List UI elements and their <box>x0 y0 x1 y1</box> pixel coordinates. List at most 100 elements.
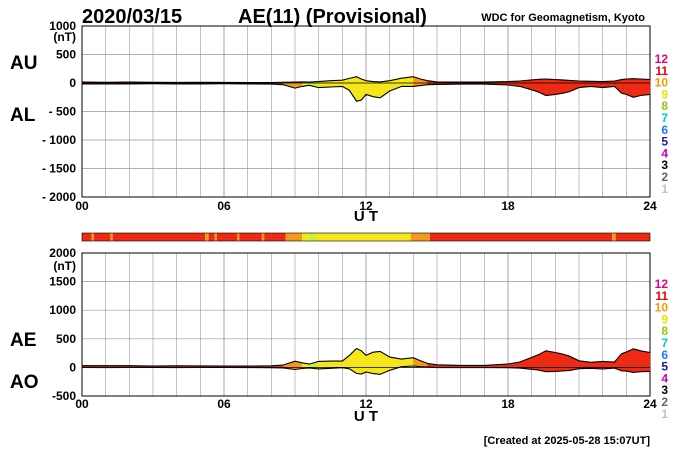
ae-ao-y-tick-label: 1000 <box>49 303 76 317</box>
station-bar-segment <box>214 233 217 241</box>
station-legend-item: 10 <box>655 76 669 90</box>
station-bar-segment <box>112 233 206 241</box>
station-legend-item: 11 <box>655 64 668 78</box>
station-bar-segment <box>82 233 92 241</box>
au-al-fill-segment <box>633 78 641 98</box>
ae-ao-x-tick-label: 24 <box>643 397 657 411</box>
station-legend-item: 6 <box>661 348 668 362</box>
station-legend-item: 11 <box>655 289 668 303</box>
au-al-y-unit: (nT) <box>53 30 76 44</box>
au-al-y-tick-label: 1000 <box>49 19 76 33</box>
au-al-fill-segment <box>621 78 627 95</box>
au-al-frame <box>81 25 651 198</box>
station-bar-segment <box>302 233 310 241</box>
au-al-fill-segment <box>356 76 362 102</box>
station-legend-item: 8 <box>661 324 668 338</box>
ae-ao-x-tick-label: 12 <box>359 397 373 411</box>
ae-ao-y-tick-label: -500 <box>52 389 76 403</box>
ae-ao-x-tick-label: 00 <box>75 397 89 411</box>
ae-ao-grid <box>81 252 651 397</box>
ae-ao-fill-segment <box>640 350 651 372</box>
station-legend-item: 5 <box>661 360 668 374</box>
ae-ao-y-tick-label: 500 <box>56 332 76 346</box>
station-bar-segment <box>205 233 209 241</box>
au-al-fill-segment <box>614 79 622 94</box>
ae-ao-x-tick-label: 06 <box>217 397 231 411</box>
station-bar-frame <box>81 232 651 242</box>
ae-ao-x-ticks: 00 06 12 18 24 <box>75 397 657 411</box>
ae-ao-y-tick-label: 0 <box>69 360 76 374</box>
au-al-y-tick-label: - 1000 <box>42 133 76 147</box>
au-al-y-tick-label: - 1500 <box>42 162 76 176</box>
station-legend-item: 7 <box>661 111 668 125</box>
ae-series-line <box>82 347 651 367</box>
au-series-label: AU <box>10 53 37 74</box>
ae-ao-fill-segment <box>562 353 570 372</box>
au-al-fill-segment <box>349 76 357 102</box>
ae-ao-y-tick-label: 1500 <box>49 275 76 289</box>
ae-ao-x-axis-label: U T <box>354 408 378 425</box>
station-legend-item: 4 <box>661 371 668 385</box>
station-bar-segment <box>239 233 262 241</box>
au-al-lines <box>81 76 651 102</box>
au-al-fill-segment <box>640 78 651 96</box>
au-al-x-tick-label: 06 <box>217 199 231 213</box>
station-bar-segment <box>316 233 411 241</box>
ae-ao-fill-segment <box>372 351 381 375</box>
ae-ao-lines <box>81 347 651 375</box>
ae-ao-y-unit: (nT) <box>53 259 76 273</box>
ae-ao-fill-segment <box>342 354 350 370</box>
station-legend-item: 7 <box>661 336 668 350</box>
station-legend-item: 1 <box>661 182 668 196</box>
au-al-y-ticks: 1000 500 0 - 500 - 1000 - 1500 - 2000 <box>42 19 76 204</box>
ae-ao-y-tick-label: 2000 <box>49 246 76 260</box>
station-bar-segment <box>285 233 303 241</box>
au-al-fill-segment <box>372 81 381 99</box>
station-legend-item: 12 <box>655 52 669 66</box>
station-legend-item: 1 <box>661 407 668 421</box>
ae-ao-fill-segment <box>356 348 362 375</box>
au-al-x-axis-label: U T <box>354 208 378 225</box>
al-series-label: AL <box>10 105 36 126</box>
ae-ao-fill-segment <box>626 348 634 373</box>
organization-label: WDC for Geomagnetism, Kyoto <box>481 12 645 24</box>
station-bar-segment <box>93 233 111 241</box>
station-bar-segment <box>208 233 215 241</box>
station-legend-item: 4 <box>661 146 668 160</box>
station-legend-item: 9 <box>661 312 668 326</box>
au-al-fill-segment <box>555 79 563 95</box>
station-bar-segment <box>264 233 286 241</box>
station-legend-item: 2 <box>661 395 668 409</box>
station-count-bar <box>81 232 651 242</box>
au-al-fill-segment <box>545 78 556 96</box>
station-legend-item: 5 <box>661 135 668 149</box>
ae-ao-fill-segment <box>555 352 563 372</box>
au-al-x-tick-label: 12 <box>359 199 373 213</box>
plot-date: 2020/03/15 <box>82 6 182 28</box>
station-bar-segment <box>410 233 430 241</box>
station-bar-segment <box>615 233 650 241</box>
created-timestamp: [Created at 2025-05-28 15:07UT] <box>484 435 651 447</box>
station-bar-segment <box>216 233 238 241</box>
ae-ao-frame <box>81 252 651 397</box>
au-al-fill-segment <box>562 79 570 94</box>
au-al-x-tick-label: 18 <box>501 199 515 213</box>
au-al-y-tick-label: 0 <box>69 76 76 90</box>
station-bar-segment <box>91 233 94 241</box>
au-al-y-tick-label: - 2000 <box>42 190 76 204</box>
station-bar-segment <box>429 233 613 241</box>
station-legend-item: 6 <box>661 123 668 137</box>
station-legend-item: 8 <box>661 99 668 113</box>
station-bar-segment <box>261 233 265 241</box>
au-al-y-tick-label: 500 <box>56 48 76 62</box>
station-legend-item: 3 <box>661 383 668 397</box>
plot-title: AE(11) (Provisional) <box>238 6 427 28</box>
au-al-y-tick-label: - 500 <box>49 105 77 119</box>
station-legend-item: 9 <box>661 87 668 101</box>
station-legend-item: 2 <box>661 170 668 184</box>
